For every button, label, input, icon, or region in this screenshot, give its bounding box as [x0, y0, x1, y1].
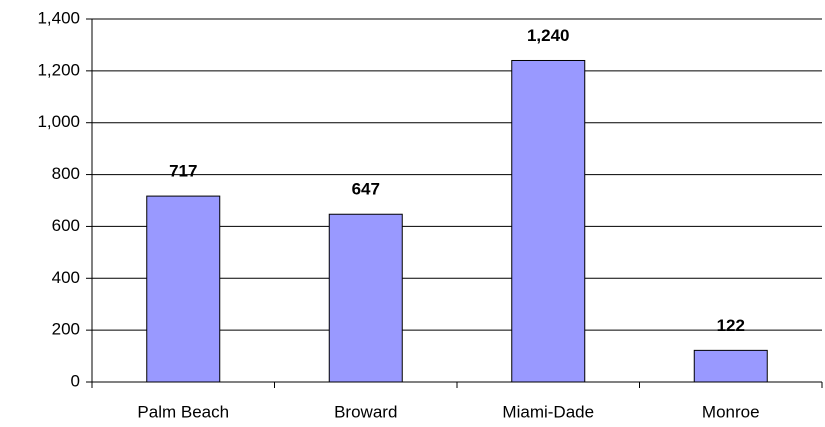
y-tick-label: 0: [71, 371, 80, 390]
x-tick-label: Monroe: [702, 402, 760, 421]
x-tick-label: Broward: [334, 402, 397, 421]
y-tick-label: 200: [52, 320, 80, 339]
y-tick-label: 800: [52, 164, 80, 183]
x-tick-label: Palm Beach: [137, 402, 229, 421]
x-tick-label: Miami-Dade: [502, 402, 594, 421]
y-tick-label: 1,400: [37, 8, 80, 27]
bar: [693, 349, 768, 383]
y-tick-label: 400: [52, 268, 80, 287]
value-label: 122: [717, 316, 745, 335]
y-tick-label: 1,200: [37, 60, 80, 79]
bar: [146, 195, 221, 383]
bar: [328, 213, 403, 383]
y-tick-label: 1,000: [37, 112, 80, 131]
value-label: 717: [169, 162, 197, 181]
value-label: 647: [352, 180, 380, 199]
bar: [511, 59, 586, 383]
y-tick-label: 600: [52, 216, 80, 235]
value-label: 1,240: [527, 26, 570, 45]
